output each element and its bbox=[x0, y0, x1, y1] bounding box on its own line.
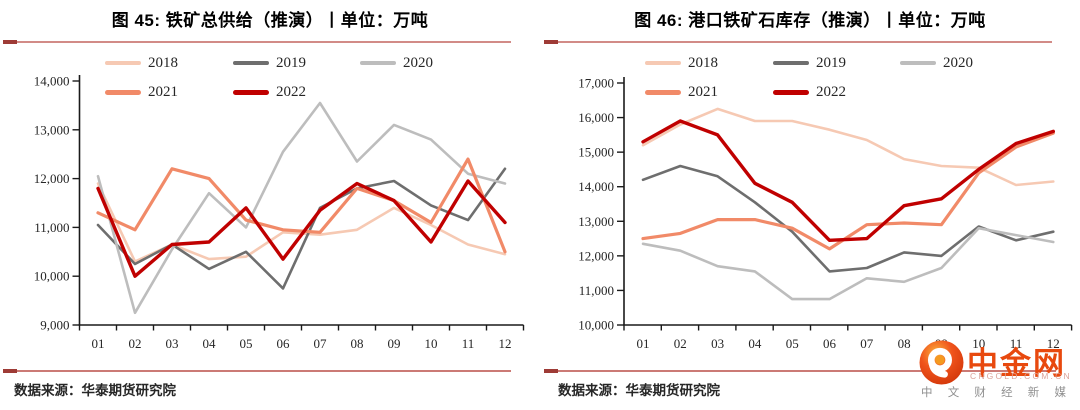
y-tick-label: 10,000 bbox=[34, 269, 70, 284]
legend-item-2018: 2018 bbox=[645, 54, 718, 71]
x-tick-label: 12 bbox=[1047, 336, 1060, 351]
legend-item-2021: 2021 bbox=[105, 83, 178, 100]
chart-1: 10,000 11,000 12,000 13,000 14,000 15,000 16,0… bbox=[578, 76, 1073, 351]
x-tick-label: 07 bbox=[860, 336, 874, 351]
legend-swatch-2020 bbox=[360, 61, 396, 65]
x-tick-label: 08 bbox=[898, 336, 911, 351]
legend-swatch-2019 bbox=[233, 61, 269, 65]
x-tick-label: 10 bbox=[972, 336, 985, 351]
y-tick-label: 11,000 bbox=[34, 220, 69, 235]
legend-item-2022: 2022 bbox=[233, 83, 306, 100]
x-tick-label: 10 bbox=[425, 336, 438, 351]
series-line-2022 bbox=[96, 179, 507, 278]
divider-accent-dash bbox=[3, 369, 17, 373]
y-tick-label: 14,000 bbox=[578, 179, 614, 194]
series-line-2018 bbox=[641, 107, 1055, 187]
y-tick-label: 15,000 bbox=[578, 145, 614, 160]
legend-label-2022: 2022 bbox=[276, 83, 306, 100]
divider-accent-dash bbox=[3, 40, 17, 44]
x-tick-label: 04 bbox=[748, 336, 762, 351]
x-tick-label: 07 bbox=[314, 336, 328, 351]
x-tick-label: 08 bbox=[351, 336, 364, 351]
legend-label-2019: 2019 bbox=[816, 54, 846, 71]
y-tick-label: 17,000 bbox=[578, 76, 614, 91]
source-text-left: 数据来源：华泰期货研究院 bbox=[14, 383, 176, 398]
cngold-logo: 中金网 CNGOLD.COM.CN 中 文 财 经 新 媒 体 bbox=[919, 338, 1080, 406]
legend-item-2018: 2018 bbox=[105, 54, 178, 71]
x-tick-label: 05 bbox=[786, 336, 799, 351]
legend-swatch-2020 bbox=[900, 61, 936, 65]
legend-label-2018: 2018 bbox=[148, 54, 178, 71]
x-tick-label: 03 bbox=[711, 336, 724, 351]
legend-swatch-2022 bbox=[233, 89, 269, 95]
legend-label-2018: 2018 bbox=[688, 54, 718, 71]
chart-block-right: 图 46: 港口铁矿石库存（推演）丨单位：万吨 2018 2019 2020 2021… bbox=[540, 0, 1080, 410]
source-divider-right bbox=[544, 369, 1056, 373]
x-tick-label: 02 bbox=[129, 336, 142, 351]
divider-accent-dash bbox=[544, 40, 558, 44]
series-line-2020 bbox=[96, 101, 507, 315]
title-divider-right bbox=[544, 40, 1052, 44]
source-text-right: 数据来源：华泰期货研究院 bbox=[558, 383, 720, 398]
title-divider-left bbox=[3, 40, 511, 44]
x-tick-label: 06 bbox=[277, 336, 291, 351]
chart-block-left: 图 45: 铁矿总供给（推演）丨单位：万吨 2018 2019 2020 2021 20… bbox=[3, 11, 511, 398]
x-tick-label: 06 bbox=[823, 336, 837, 351]
x-tick-label: 02 bbox=[674, 336, 687, 351]
y-tick-label: 12,000 bbox=[578, 248, 614, 263]
x-tick-label: 09 bbox=[388, 336, 401, 351]
x-tick-label: 01 bbox=[92, 336, 105, 351]
x-tick-label: 05 bbox=[240, 336, 253, 351]
logo-name-text: 中金网 bbox=[967, 346, 1066, 381]
y-tick-label: 14,000 bbox=[34, 74, 70, 89]
y-tick-label: 11,000 bbox=[579, 283, 614, 298]
legend-swatch-2018 bbox=[105, 61, 141, 65]
logo-domain-text: CNGOLD.COM.CN bbox=[970, 371, 1072, 381]
x-tick-label: 04 bbox=[203, 336, 217, 351]
legend-label-2022: 2022 bbox=[816, 83, 846, 100]
y-tick-label: 9,000 bbox=[40, 318, 69, 333]
series-line-2020 bbox=[641, 226, 1055, 301]
legend-swatch-2018 bbox=[645, 61, 681, 65]
series-line-2022 bbox=[641, 119, 1056, 243]
legend-label-2021: 2021 bbox=[148, 83, 178, 100]
x-tick-label: 11 bbox=[1010, 336, 1023, 351]
legend-label-2020: 2020 bbox=[403, 54, 433, 71]
legend-item-2022: 2022 bbox=[773, 83, 846, 100]
series-line-2021 bbox=[641, 131, 1055, 251]
cngold-swirl-icon bbox=[919, 340, 964, 385]
y-tick-label: 13,000 bbox=[578, 214, 614, 229]
logo-tagline-text: 中 文 财 经 新 媒 体 bbox=[921, 387, 1080, 399]
legend-label-2019: 2019 bbox=[276, 54, 306, 71]
series-line-2019 bbox=[641, 164, 1055, 273]
y-tick-label: 16,000 bbox=[578, 110, 614, 125]
legend-swatch-2022 bbox=[773, 89, 809, 95]
chart-title-right: 图 46: 港口铁矿石库存（推演）丨单位：万吨 bbox=[634, 11, 986, 30]
legend-label-2020: 2020 bbox=[943, 54, 973, 71]
y-tick-label: 10,000 bbox=[578, 318, 614, 333]
divider-accent-dash bbox=[544, 369, 558, 373]
x-tick-label: 03 bbox=[166, 336, 179, 351]
source-divider-left bbox=[3, 369, 511, 373]
legend-item-2019: 2019 bbox=[773, 54, 846, 71]
legend-item-2019: 2019 bbox=[233, 54, 306, 71]
chart-title-left: 图 45: 铁矿总供给（推演）丨单位：万吨 bbox=[111, 11, 429, 30]
legend-swatch-2021 bbox=[645, 89, 681, 95]
series-line-2021 bbox=[96, 157, 507, 254]
legend-swatch-2021 bbox=[105, 89, 141, 95]
chart-0: 9,000 10,000 11,000 12,000 13,000 14,000 01 02 0… bbox=[34, 74, 525, 351]
y-tick-label: 12,000 bbox=[34, 171, 70, 186]
y-tick-label: 13,000 bbox=[34, 122, 70, 137]
legend-item-2021: 2021 bbox=[645, 83, 718, 100]
legend-label-2021: 2021 bbox=[688, 83, 718, 100]
legend-item-2020: 2020 bbox=[360, 54, 433, 71]
legend-item-2020: 2020 bbox=[900, 54, 973, 71]
x-tick-label: 12 bbox=[499, 336, 512, 351]
x-tick-label: 01 bbox=[637, 336, 650, 351]
x-tick-label: 11 bbox=[462, 336, 475, 351]
legend-swatch-2019 bbox=[773, 61, 809, 65]
